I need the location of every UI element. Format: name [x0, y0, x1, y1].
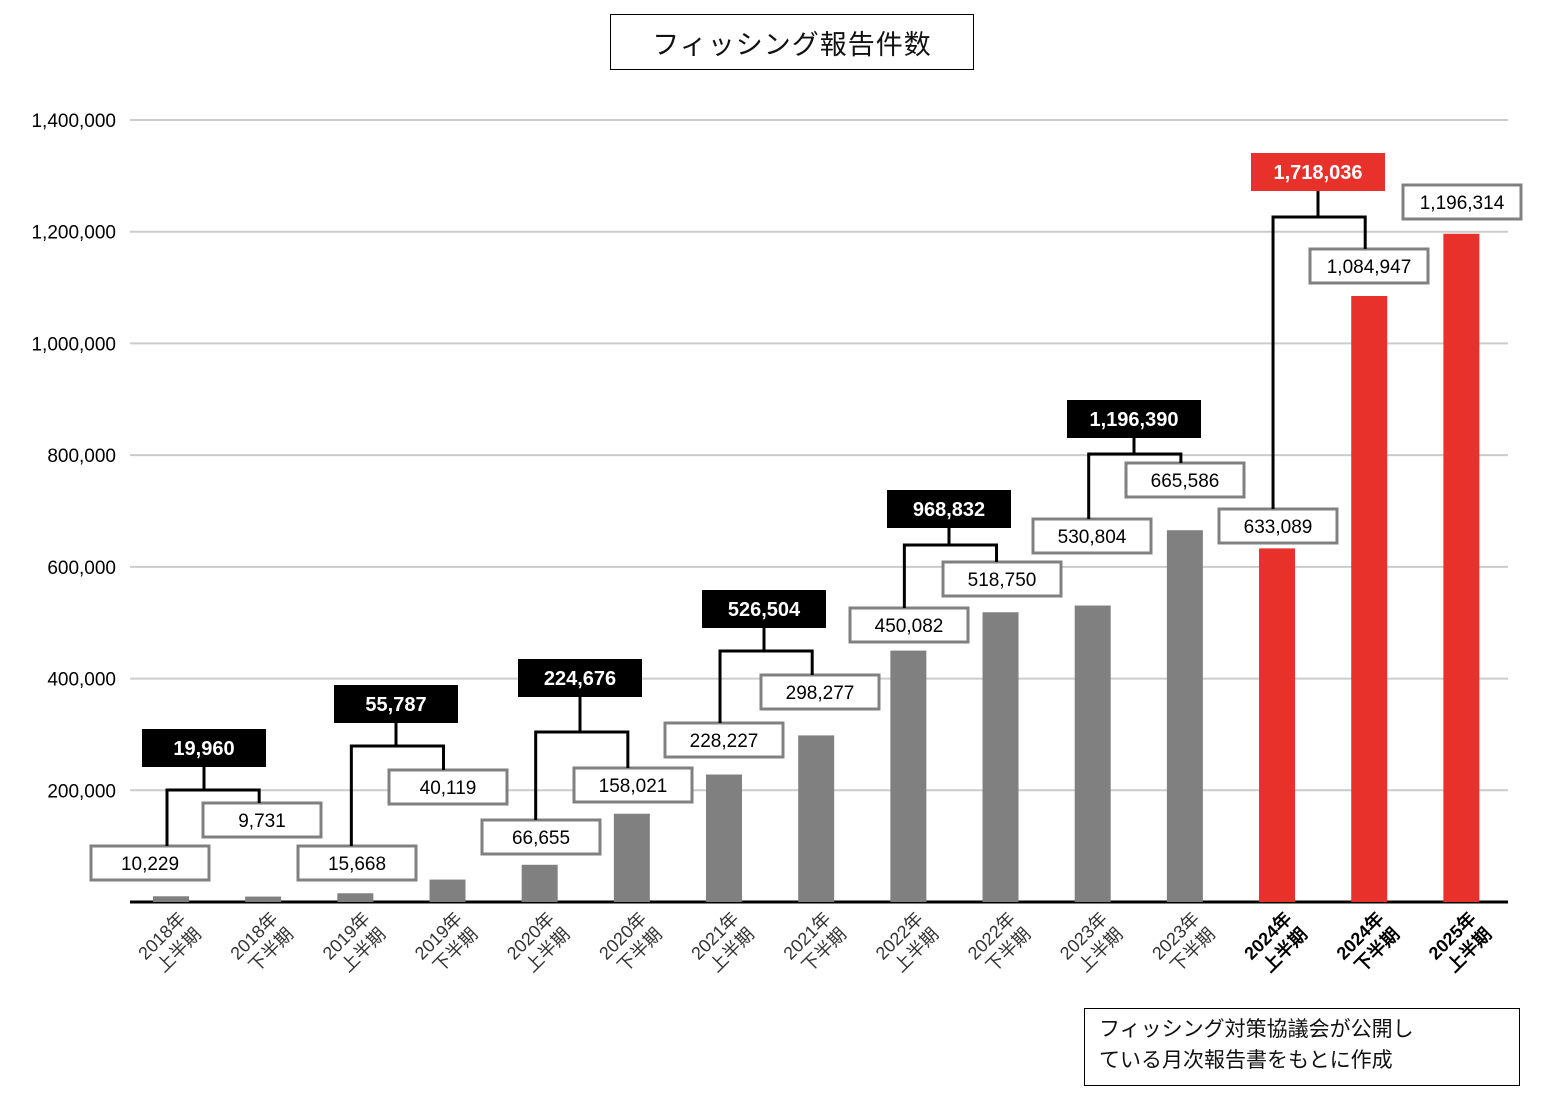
bar	[245, 896, 282, 902]
annual-total-bracket	[534, 697, 630, 820]
annual-total-bracket	[349, 723, 446, 846]
value-label-box	[1124, 461, 1246, 499]
bar	[1259, 548, 1296, 902]
y-tick-label: 600,000	[47, 558, 116, 579]
y-tick-label: 800,000	[47, 446, 116, 467]
annual-total-box	[518, 659, 642, 697]
source-note: フィッシング対策協議会が公開し ている月次報告書をもとに作成	[1084, 1008, 1520, 1086]
y-tick-label: 1,000,000	[31, 334, 116, 355]
y-tick-label: 400,000	[47, 670, 116, 691]
value-label: 298,277	[786, 683, 855, 704]
value-label-box	[1308, 247, 1430, 285]
annual-total-bracket	[1087, 438, 1183, 519]
value-label: 1,196,314	[1420, 193, 1505, 214]
annual-total-label: 968,832	[913, 499, 985, 521]
value-label-box	[663, 721, 785, 759]
chart-title: フィッシング報告件数	[610, 14, 974, 70]
value-label-box	[1031, 517, 1153, 555]
value-label: 228,227	[690, 731, 759, 752]
bar	[798, 735, 835, 902]
value-label: 10,229	[121, 854, 179, 875]
annual-total-label: 1,196,390	[1090, 409, 1179, 431]
value-label: 15,668	[328, 854, 386, 875]
value-label-box	[201, 801, 323, 839]
bar	[1351, 295, 1388, 902]
bar	[337, 893, 374, 902]
annual-total-bracket	[1271, 191, 1367, 509]
annual-total-label: 224,676	[544, 668, 616, 690]
value-label-box	[89, 844, 211, 882]
value-label: 9,731	[238, 811, 286, 832]
annual-total-label: 19,960	[173, 738, 234, 760]
bar	[153, 896, 189, 902]
bar	[429, 879, 466, 902]
annual-total-label: 526,504	[728, 599, 801, 621]
value-label-box	[941, 560, 1063, 598]
value-label-box	[572, 766, 694, 804]
value-label: 158,021	[599, 776, 668, 797]
bar	[706, 774, 743, 902]
value-label-box	[387, 768, 509, 806]
value-label: 518,750	[968, 570, 1037, 591]
bar	[613, 813, 650, 902]
value-label: 1,084,947	[1327, 257, 1412, 278]
value-label-box	[296, 844, 418, 882]
value-label: 40,119	[420, 778, 477, 799]
value-label-box	[480, 818, 602, 856]
annual-total-box	[1067, 400, 1201, 438]
y-tick-label: 1,400,000	[31, 111, 116, 132]
annual-total-box	[887, 490, 1011, 528]
value-label: 66,655	[512, 828, 570, 849]
value-label-box	[848, 606, 970, 644]
value-label: 665,586	[1151, 471, 1220, 492]
source-note-line-2: ている月次報告書をもとに作成	[1099, 1048, 1393, 1072]
annual-total-label: 55,787	[365, 694, 426, 716]
annual-total-box	[1251, 153, 1385, 191]
y-tick-label: 1,200,000	[31, 223, 116, 244]
bar	[890, 650, 927, 902]
source-note-line-1: フィッシング対策協議会が公開し	[1099, 1017, 1414, 1041]
value-label: 530,804	[1058, 527, 1127, 548]
annual-total-bracket	[902, 528, 999, 608]
annual-total-box	[334, 685, 458, 723]
value-label-box	[759, 673, 881, 711]
y-tick-label: 200,000	[47, 781, 116, 802]
bar	[1443, 233, 1480, 902]
annual-total-box	[142, 729, 266, 767]
value-label-box	[1217, 507, 1339, 545]
annual-total-bracket	[718, 628, 814, 723]
annual-total-label: 1,718,036	[1274, 162, 1363, 184]
bar	[1166, 530, 1203, 902]
value-label: 633,089	[1244, 517, 1313, 538]
bar	[521, 864, 558, 902]
bar	[982, 612, 1019, 902]
annual-total-bracket	[165, 767, 261, 846]
value-label: 450,082	[875, 616, 944, 637]
value-label-box	[1401, 183, 1523, 221]
annual-total-box	[702, 590, 826, 628]
bar	[1074, 605, 1111, 902]
